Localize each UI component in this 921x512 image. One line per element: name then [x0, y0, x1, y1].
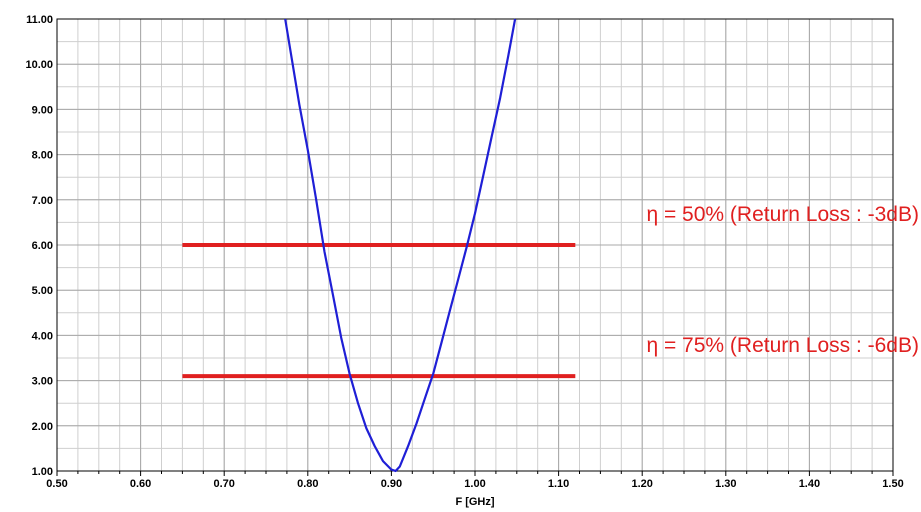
y-tick-label: 7.00 — [32, 195, 53, 207]
x-tick-label: 0.80 — [297, 478, 318, 490]
y-tick-label: 2.00 — [32, 421, 53, 433]
grid-lines — [56, 18, 894, 476]
series-line-1 — [284, 18, 517, 473]
x-axis-title: F [GHz] — [455, 496, 494, 508]
reference-label-1: η = 50% (Return Loss : -3dB) — [646, 203, 919, 226]
y-tick-label: 8.00 — [32, 150, 53, 162]
x-tick-label: 1.30 — [715, 478, 736, 490]
y-tick-label: 1.00 — [32, 466, 53, 478]
y-tick-label: 5.00 — [32, 285, 53, 297]
x-tick-label: 1.50 — [882, 478, 903, 490]
x-tick-label: 0.60 — [130, 478, 151, 490]
reference-label-2: η = 75% (Return Loss : -6dB) — [646, 334, 919, 357]
x-tick-label: 0.50 — [46, 478, 67, 490]
y-tick-label: 6.00 — [32, 240, 53, 252]
series-group — [284, 18, 517, 473]
plot-frame — [56, 18, 894, 472]
x-tick-label: 1.20 — [631, 478, 652, 490]
y-tick-labels: 1.00 2.00 3.00 4.00 5.00 6.00 7.00 8.00 9.00 10.0… — [25, 14, 53, 478]
reference-lines: η = 50% (Return Loss : -3dB) η = 75% (Ret… — [182, 203, 919, 379]
x-tick-label: 1.10 — [548, 478, 569, 490]
x-tick-labels: 0.50 0.60 0.70 0.80 0.90 1.00 1.10 1.20 1.30 1.40… — [46, 478, 903, 490]
y-tick-label: 9.00 — [32, 104, 53, 116]
x-tick-label: 1.00 — [464, 478, 485, 490]
y-tick-label: 4.00 — [32, 330, 53, 342]
x-tick-label: 0.70 — [213, 478, 234, 490]
y-tick-label: 11.00 — [26, 14, 53, 26]
y-tick-label: 3.00 — [32, 376, 53, 388]
x-tick-label: 1.40 — [799, 478, 820, 490]
x-tick-label: 0.90 — [381, 478, 402, 490]
y-tick-label: 10.00 — [25, 59, 53, 71]
